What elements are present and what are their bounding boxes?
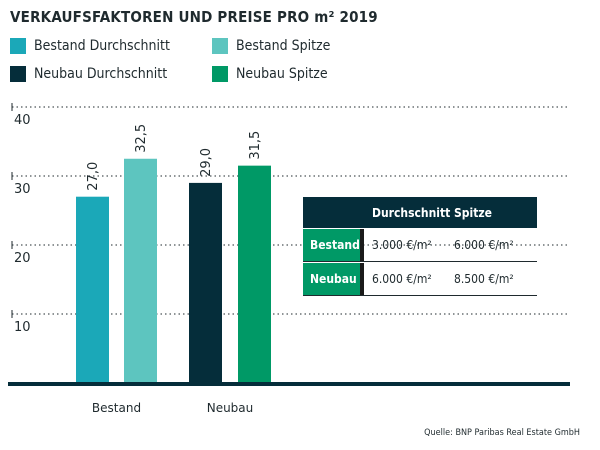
legend-item: Neubau Durchschnitt (10, 66, 167, 82)
table-header: Durchschnitt Spitze (303, 197, 537, 228)
bar (124, 158, 157, 383)
y-tick-label: 40 (14, 113, 31, 128)
table-row: Bestand 3.000 €/m² 6.000 €/m² (303, 229, 537, 262)
legend-item: Bestand Spitze (212, 38, 330, 54)
y-tick-label: 30 (14, 182, 31, 197)
data-label: 31,5 (248, 131, 263, 160)
price-table: Durchschnitt Spitze Bestand 3.000 €/m² 6… (303, 197, 537, 296)
legend-item: Neubau Spitze (212, 66, 328, 82)
data-label: 27,0 (86, 162, 101, 191)
x-tick-label: Bestand (92, 401, 141, 415)
x-axis (8, 382, 570, 386)
source-note: Quelle: BNP Paribas Real Estate GmbH (424, 428, 580, 438)
data-label: 32,5 (134, 124, 149, 153)
chart-title: VERKAUFSFAKTOREN UND PREISE PRO m² 2019 (10, 8, 378, 26)
legend-item: Bestand Durchschnitt (10, 38, 170, 54)
data-label: 29,0 (199, 148, 214, 177)
bar (189, 182, 222, 383)
bar (238, 165, 271, 383)
x-tick-label: Neubau (207, 401, 254, 415)
y-tick-label: 10 (14, 320, 31, 335)
bar (76, 196, 109, 383)
y-tick-label: 20 (14, 251, 31, 266)
table-row: Neubau 6.000 €/m² 8.500 €/m² (303, 263, 537, 296)
